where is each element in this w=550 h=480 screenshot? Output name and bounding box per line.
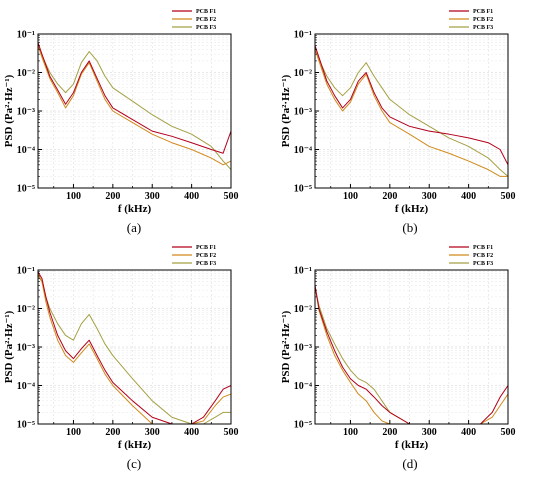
x-tick-label: 200: [382, 427, 397, 438]
series-line-pcb-f3: [314, 49, 509, 177]
x-tick-label: 300: [422, 427, 437, 438]
series-line-pcb-f2: [314, 49, 508, 177]
x-tick-label: 500: [224, 191, 239, 202]
series-line-pcb-f1: [37, 271, 232, 425]
legend-label: PCB F2: [473, 17, 493, 23]
y-tick-label: 10⁻²: [17, 304, 35, 315]
y-tick-label: 10⁻¹: [17, 266, 35, 277]
y-tick-label: 10⁻²: [17, 68, 35, 79]
legend: PCB F1 PCB F2 PCB F3: [449, 9, 493, 31]
chart-panel-d: 100 200 300 400 500 10⁻⁵ 10⁻⁴ 10⁻³ 10⁻² 10⁻¹ f (kH…: [280, 245, 516, 471]
chart-panel-b: 100 200 300 400 500 10⁻⁵ 10⁻⁴ 10⁻³ 10⁻² 10⁻¹ f (kH…: [280, 9, 516, 235]
y-tick-label: 10⁻³: [17, 107, 35, 118]
legend-label: PCB F3: [473, 261, 493, 267]
x-tick-label: 300: [145, 427, 160, 438]
legend-label: PCB F3: [196, 25, 216, 31]
panel-caption: (c): [127, 456, 141, 471]
y-tick-label: 10⁻³: [294, 343, 312, 354]
panel-caption: (b): [402, 220, 417, 235]
legend-label: PCB F1: [196, 245, 216, 251]
legend-label: PCB F3: [473, 25, 493, 31]
y-tick-label: 10⁻⁴: [17, 145, 35, 156]
x-tick-label: 100: [343, 427, 358, 438]
y-tick-label: 10⁻⁵: [294, 420, 312, 431]
panel-caption: (a): [127, 220, 141, 235]
series-line-pcb-f3: [37, 45, 232, 170]
legend-label: PCB F3: [196, 261, 216, 267]
series-line-pcb-f1: [314, 285, 509, 425]
x-tick-label: 400: [461, 191, 476, 202]
y-axis-label: PSD (Pa²·Hz⁻¹): [280, 74, 292, 147]
x-tick-label: 500: [224, 427, 239, 438]
x-tick-label: 500: [501, 191, 516, 202]
x-axis-label: f (kHz): [395, 203, 429, 215]
legend-label: PCB F2: [473, 253, 493, 259]
x-tick-label: 200: [382, 191, 397, 202]
y-tick-label: 10⁻⁵: [294, 184, 312, 195]
y-tick-label: 10⁻¹: [294, 30, 312, 41]
x-tick-label: 400: [184, 427, 199, 438]
x-tick-label: 300: [145, 191, 160, 202]
series-line-pcb-f2: [314, 285, 509, 425]
legend-label: PCB F2: [196, 17, 216, 23]
y-tick-label: 10⁻³: [294, 107, 312, 118]
y-axis-label: PSD (Pa²·Hz⁻¹): [280, 310, 292, 383]
x-tick-label: 300: [422, 191, 437, 202]
series-line-pcb-f1: [314, 45, 509, 166]
y-axis-label: PSD (Pa²·Hz⁻¹): [3, 74, 15, 147]
x-tick-label: 200: [105, 191, 120, 202]
x-axis-label: f (kHz): [395, 439, 429, 451]
y-tick-label: 10⁻¹: [17, 30, 35, 41]
y-axis-label: PSD (Pa²·Hz⁻¹): [3, 310, 15, 383]
series-line-pcb-f1: [37, 42, 232, 154]
chart-panel-a: 100 200 300 400 500 10⁻⁵ 10⁻⁴ 10⁻³ 10⁻² 10⁻¹ f (kH…: [3, 9, 239, 235]
y-tick-label: 10⁻⁴: [294, 145, 312, 156]
x-tick-label: 100: [343, 191, 358, 202]
series-line-pcb-f3: [37, 275, 231, 425]
x-tick-label: 400: [461, 427, 476, 438]
y-tick-label: 10⁻¹: [294, 266, 312, 277]
legend-label: PCB F1: [473, 245, 493, 251]
x-tick-label: 500: [501, 427, 516, 438]
legend-label: PCB F1: [473, 9, 493, 15]
legend-label: PCB F1: [196, 9, 216, 15]
x-axis-label: f (kHz): [118, 203, 152, 215]
legend: PCB F1 PCB F2 PCB F3: [449, 245, 493, 267]
x-tick-label: 100: [66, 427, 81, 438]
x-axis-label: f (kHz): [118, 439, 152, 451]
y-tick-label: 10⁻⁵: [17, 184, 35, 195]
y-tick-label: 10⁻⁴: [17, 381, 35, 392]
x-tick-label: 200: [105, 427, 120, 438]
legend: PCB F1 PCB F2 PCB F3: [172, 245, 216, 267]
series-line-pcb-f2: [37, 273, 232, 425]
panel-caption: (d): [402, 456, 417, 471]
x-tick-label: 100: [66, 191, 81, 202]
legend: PCB F1 PCB F2 PCB F3: [172, 9, 216, 31]
y-tick-label: 10⁻⁴: [294, 381, 312, 392]
legend-label: PCB F2: [196, 253, 216, 259]
y-tick-label: 10⁻²: [294, 68, 312, 79]
series-line-pcb-f2: [37, 45, 232, 166]
y-tick-label: 10⁻³: [17, 343, 35, 354]
x-tick-label: 400: [184, 191, 199, 202]
y-tick-label: 10⁻²: [294, 304, 312, 315]
chart-panel-c: 100 200 300 400 500 10⁻⁵ 10⁻⁴ 10⁻³ 10⁻² 10⁻¹ f (kH…: [3, 245, 239, 471]
y-tick-label: 10⁻⁵: [17, 420, 35, 431]
